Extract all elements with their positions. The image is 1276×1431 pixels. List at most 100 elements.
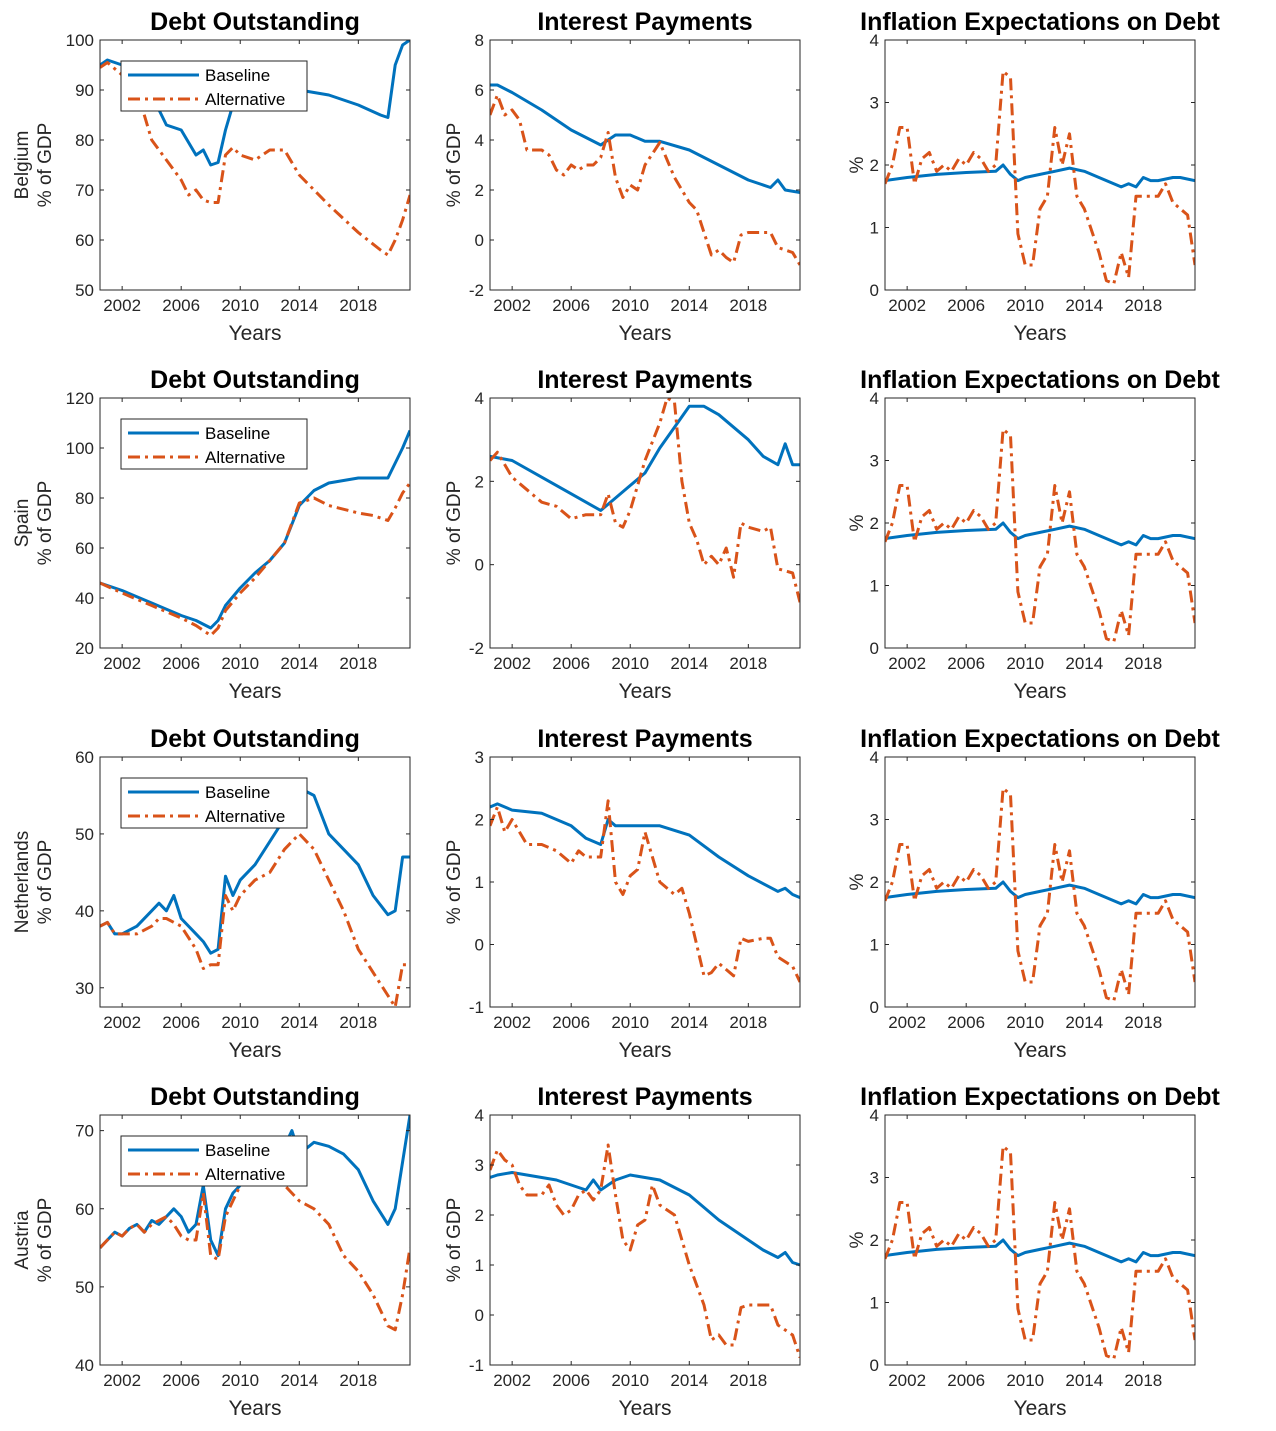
series-line-alternative <box>885 786 1195 1003</box>
legend-label-baseline: Baseline <box>205 424 270 443</box>
y-axis-country-label: Austria <box>12 1210 33 1270</box>
series-line-alternative <box>490 398 800 603</box>
legend: Baseline Alternative <box>120 777 308 829</box>
y-tick-label: 40 <box>75 902 94 921</box>
y-axis-label: % <box>847 1231 868 1248</box>
x-tick-label: 2018 <box>339 654 377 673</box>
series-line-baseline <box>885 880 1195 906</box>
series-line-baseline <box>885 521 1195 547</box>
y-tick-label: 60 <box>75 231 94 250</box>
y-tick-label: 6 <box>475 81 484 100</box>
y-tick-label: 4 <box>870 389 879 408</box>
x-tick-label: 2014 <box>280 1013 318 1032</box>
x-axis-label: Years <box>1014 1397 1067 1420</box>
y-tick-label: 0 <box>870 639 879 658</box>
series-line-alternative <box>490 799 800 983</box>
axes-box <box>99 397 411 649</box>
y-axis-label: % of GDP <box>444 123 465 207</box>
y-tick-label: 3 <box>870 1169 879 1188</box>
y-tick-label: 3 <box>870 94 879 113</box>
y-tick-label: 100 <box>66 439 94 458</box>
series-line-baseline <box>885 163 1195 189</box>
x-tick-label: 2006 <box>162 296 200 315</box>
x-tick-label: 2018 <box>729 296 767 315</box>
y-tick-label: 1 <box>870 936 879 955</box>
legend: Baseline Alternative <box>120 1135 308 1187</box>
y-tick-label: 70 <box>75 181 94 200</box>
y-tick-label: 50 <box>75 1278 94 1297</box>
x-axis-label: Years <box>1014 680 1067 703</box>
x-tick-label: 2006 <box>162 1013 200 1032</box>
y-tick-label: 0 <box>475 556 484 575</box>
x-axis-label: Years <box>619 1397 672 1420</box>
y-tick-label: 8 <box>475 31 484 50</box>
chart-title: Interest Payments <box>537 366 752 394</box>
x-tick-label: 2002 <box>493 296 531 315</box>
legend-label-baseline: Baseline <box>205 66 270 85</box>
chart-title: Interest Payments <box>537 8 752 36</box>
subplot-0-2: 0 1 2 3 4 2002 2006 2010 2014 2018 Inflation Expec… <box>847 8 1221 345</box>
series-line-alternative <box>100 1176 410 1332</box>
series-line-baseline <box>100 786 410 955</box>
x-axis-label: Years <box>229 680 282 703</box>
chart-title: Inflation Expectations on Debt <box>860 8 1220 36</box>
y-tick-label: 40 <box>75 589 94 608</box>
series-line-alternative <box>490 1143 800 1358</box>
x-tick-label: 2010 <box>611 654 649 673</box>
x-axis-label: Years <box>619 680 672 703</box>
y-tick-label: 60 <box>75 539 94 558</box>
y-axis-label: % of GDP <box>444 840 465 924</box>
axes-box <box>99 1114 411 1366</box>
y-tick-label: 1 <box>870 1294 879 1313</box>
y-tick-label: 3 <box>870 452 879 471</box>
y-tick-label: 2 <box>475 811 484 830</box>
series-line-baseline <box>490 83 800 194</box>
legend-box <box>120 60 308 112</box>
y-axis-label: % of GDP <box>35 1198 56 1282</box>
legend-label-alternative: Alternative <box>205 448 285 467</box>
y-tick-label: 20 <box>75 639 94 658</box>
x-tick-label: 2014 <box>280 1371 318 1390</box>
x-tick-label: 2014 <box>1065 654 1103 673</box>
x-tick-label: 2010 <box>611 1371 649 1390</box>
x-axis-label: Years <box>229 1039 282 1062</box>
y-tick-label: 4 <box>870 1106 879 1125</box>
y-tick-label: -1 <box>469 998 484 1017</box>
x-tick-label: 2010 <box>611 1013 649 1032</box>
series-line-baseline <box>885 1238 1195 1264</box>
subplot-3-0: 40 50 60 70 2002 2006 2010 2014 2018 Debt Outstan… <box>12 1083 411 1420</box>
y-tick-label: 4 <box>870 748 879 767</box>
axes-box <box>884 756 1196 1008</box>
x-tick-label: 2018 <box>1124 1013 1162 1032</box>
y-tick-label: 3 <box>475 1156 484 1175</box>
x-tick-label: 2002 <box>493 1013 531 1032</box>
y-tick-label: 0 <box>870 1356 879 1375</box>
x-tick-label: 2002 <box>493 654 531 673</box>
x-tick-label: 2018 <box>729 1013 767 1032</box>
x-tick-label: 2010 <box>221 1371 259 1390</box>
y-tick-label: 50 <box>75 825 94 844</box>
axes-box <box>99 39 411 291</box>
x-tick-label: 2014 <box>1065 1371 1103 1390</box>
legend: Baseline Alternative <box>120 418 308 470</box>
y-axis-label: % <box>847 873 868 890</box>
x-tick-label: 2006 <box>947 1371 985 1390</box>
x-tick-label: 2006 <box>552 1371 590 1390</box>
x-tick-label: 2014 <box>670 654 708 673</box>
legend-box <box>120 777 308 829</box>
x-tick-label: 2018 <box>339 1371 377 1390</box>
x-tick-label: 2018 <box>1124 654 1162 673</box>
axes-box <box>884 397 1196 649</box>
subplot-2-1: -1 0 1 2 3 2002 2006 2010 2014 2018 Interest Payme… <box>444 725 801 1062</box>
chart-title: Inflation Expectations on Debt <box>860 725 1220 753</box>
y-axis-label: % of GDP <box>35 123 56 207</box>
x-tick-label: 2006 <box>552 1013 590 1032</box>
y-tick-label: 2 <box>870 514 879 533</box>
x-axis-label: Years <box>619 1039 672 1062</box>
x-tick-label: 2006 <box>162 654 200 673</box>
y-tick-label: 4 <box>475 389 484 408</box>
series-line-alternative <box>885 1144 1195 1361</box>
x-tick-label: 2014 <box>280 654 318 673</box>
series-line-alternative <box>100 482 410 637</box>
y-tick-label: 4 <box>475 1106 484 1125</box>
